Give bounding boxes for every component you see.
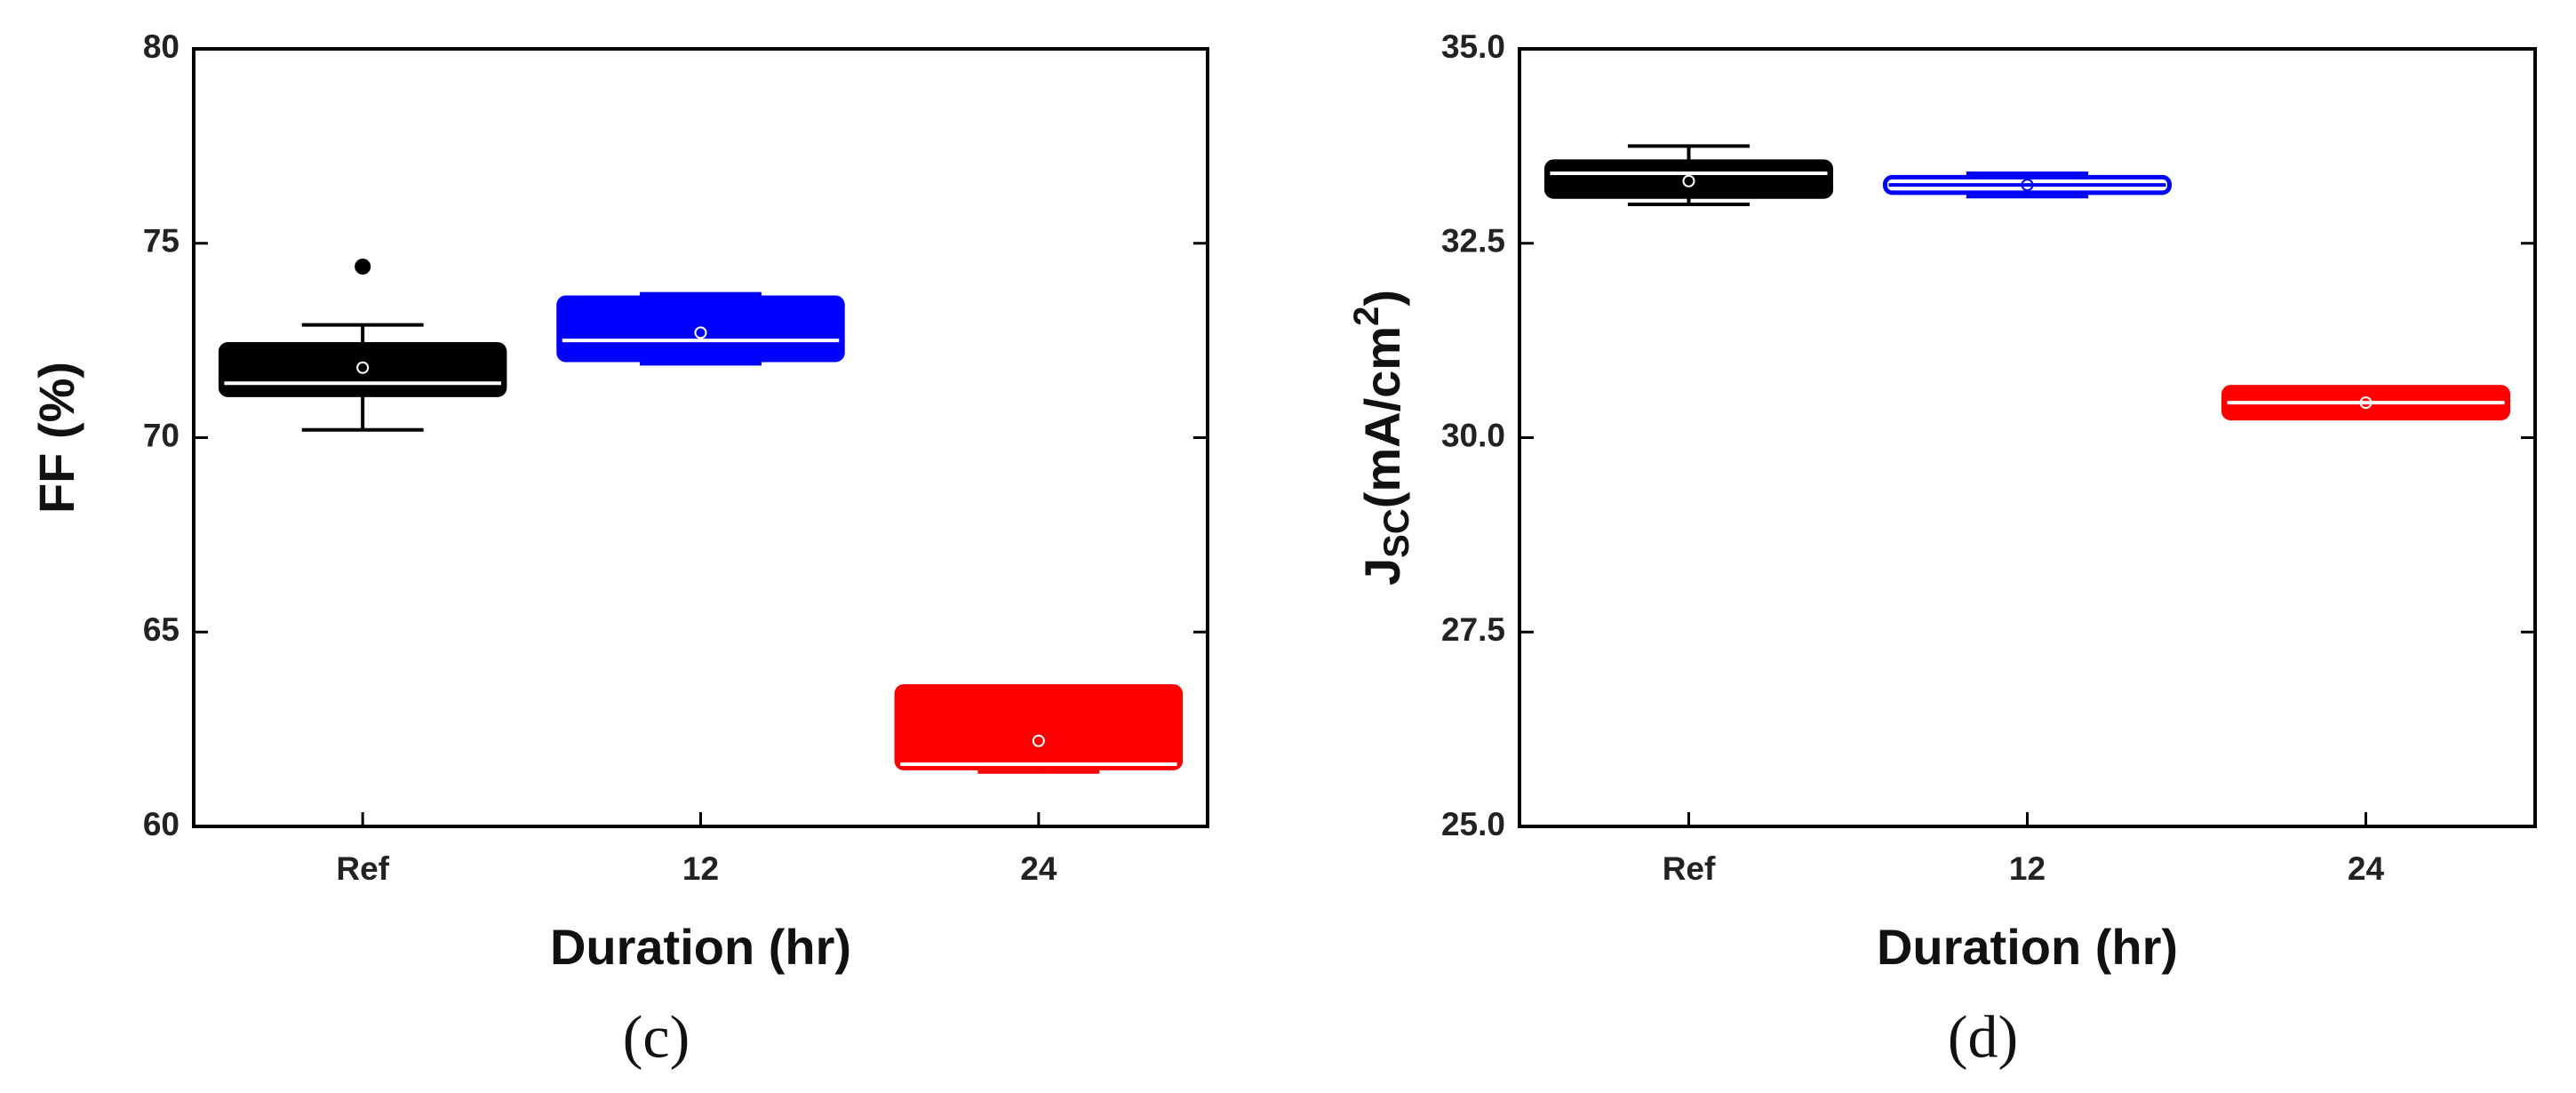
y-tick-label: 60	[143, 806, 179, 842]
x-tick-label: Ref	[336, 850, 389, 887]
box	[556, 295, 845, 363]
mean	[2359, 396, 2373, 410]
y-axis-title: JSC(mA/cm2)	[1347, 290, 1416, 586]
y-tick-label: 65	[143, 611, 179, 648]
mean	[2021, 179, 2034, 192]
y-tick-label: 75	[143, 223, 179, 259]
y-axis-title: FF (%)	[28, 362, 84, 514]
y-tick-label: 30.0	[1441, 417, 1505, 453]
x-axis-title: Duration (hr)	[550, 919, 851, 975]
caption: (d)	[1948, 1003, 2018, 1071]
mean	[1032, 734, 1045, 747]
x-tick-label: 24	[1020, 850, 1057, 887]
box	[894, 684, 1184, 770]
y-axis-title-part: FF (%)	[28, 362, 84, 514]
y-axis-title-part: 2	[1347, 307, 1386, 326]
y-axis-title-part: SC	[1377, 508, 1416, 558]
x-tick-label: Ref	[1663, 850, 1716, 887]
y-tick-label: 80	[143, 28, 179, 65]
outlier	[355, 259, 371, 275]
x-axis-title: Duration (hr)	[1877, 919, 2178, 975]
caption: (c)	[623, 1003, 690, 1071]
x-tick-label: 12	[682, 850, 719, 887]
y-axis-title-part: (mA/cm	[1354, 326, 1410, 508]
y-tick-label: 35.0	[1441, 28, 1505, 65]
y-tick-label: 32.5	[1441, 223, 1505, 259]
y-axis-title-part: J	[1354, 558, 1410, 586]
mean	[1682, 174, 1695, 187]
y-axis-title-part: )	[1354, 290, 1410, 307]
y-tick-label: 27.5	[1441, 611, 1505, 648]
mean	[356, 361, 370, 374]
box	[218, 342, 507, 397]
x-tick-label: 24	[2348, 850, 2385, 887]
x-tick-label: 12	[2009, 850, 2046, 887]
mean	[694, 326, 707, 339]
box	[1543, 159, 1834, 199]
y-tick-label: 25.0	[1441, 806, 1505, 842]
y-tick-label: 70	[143, 417, 179, 453]
